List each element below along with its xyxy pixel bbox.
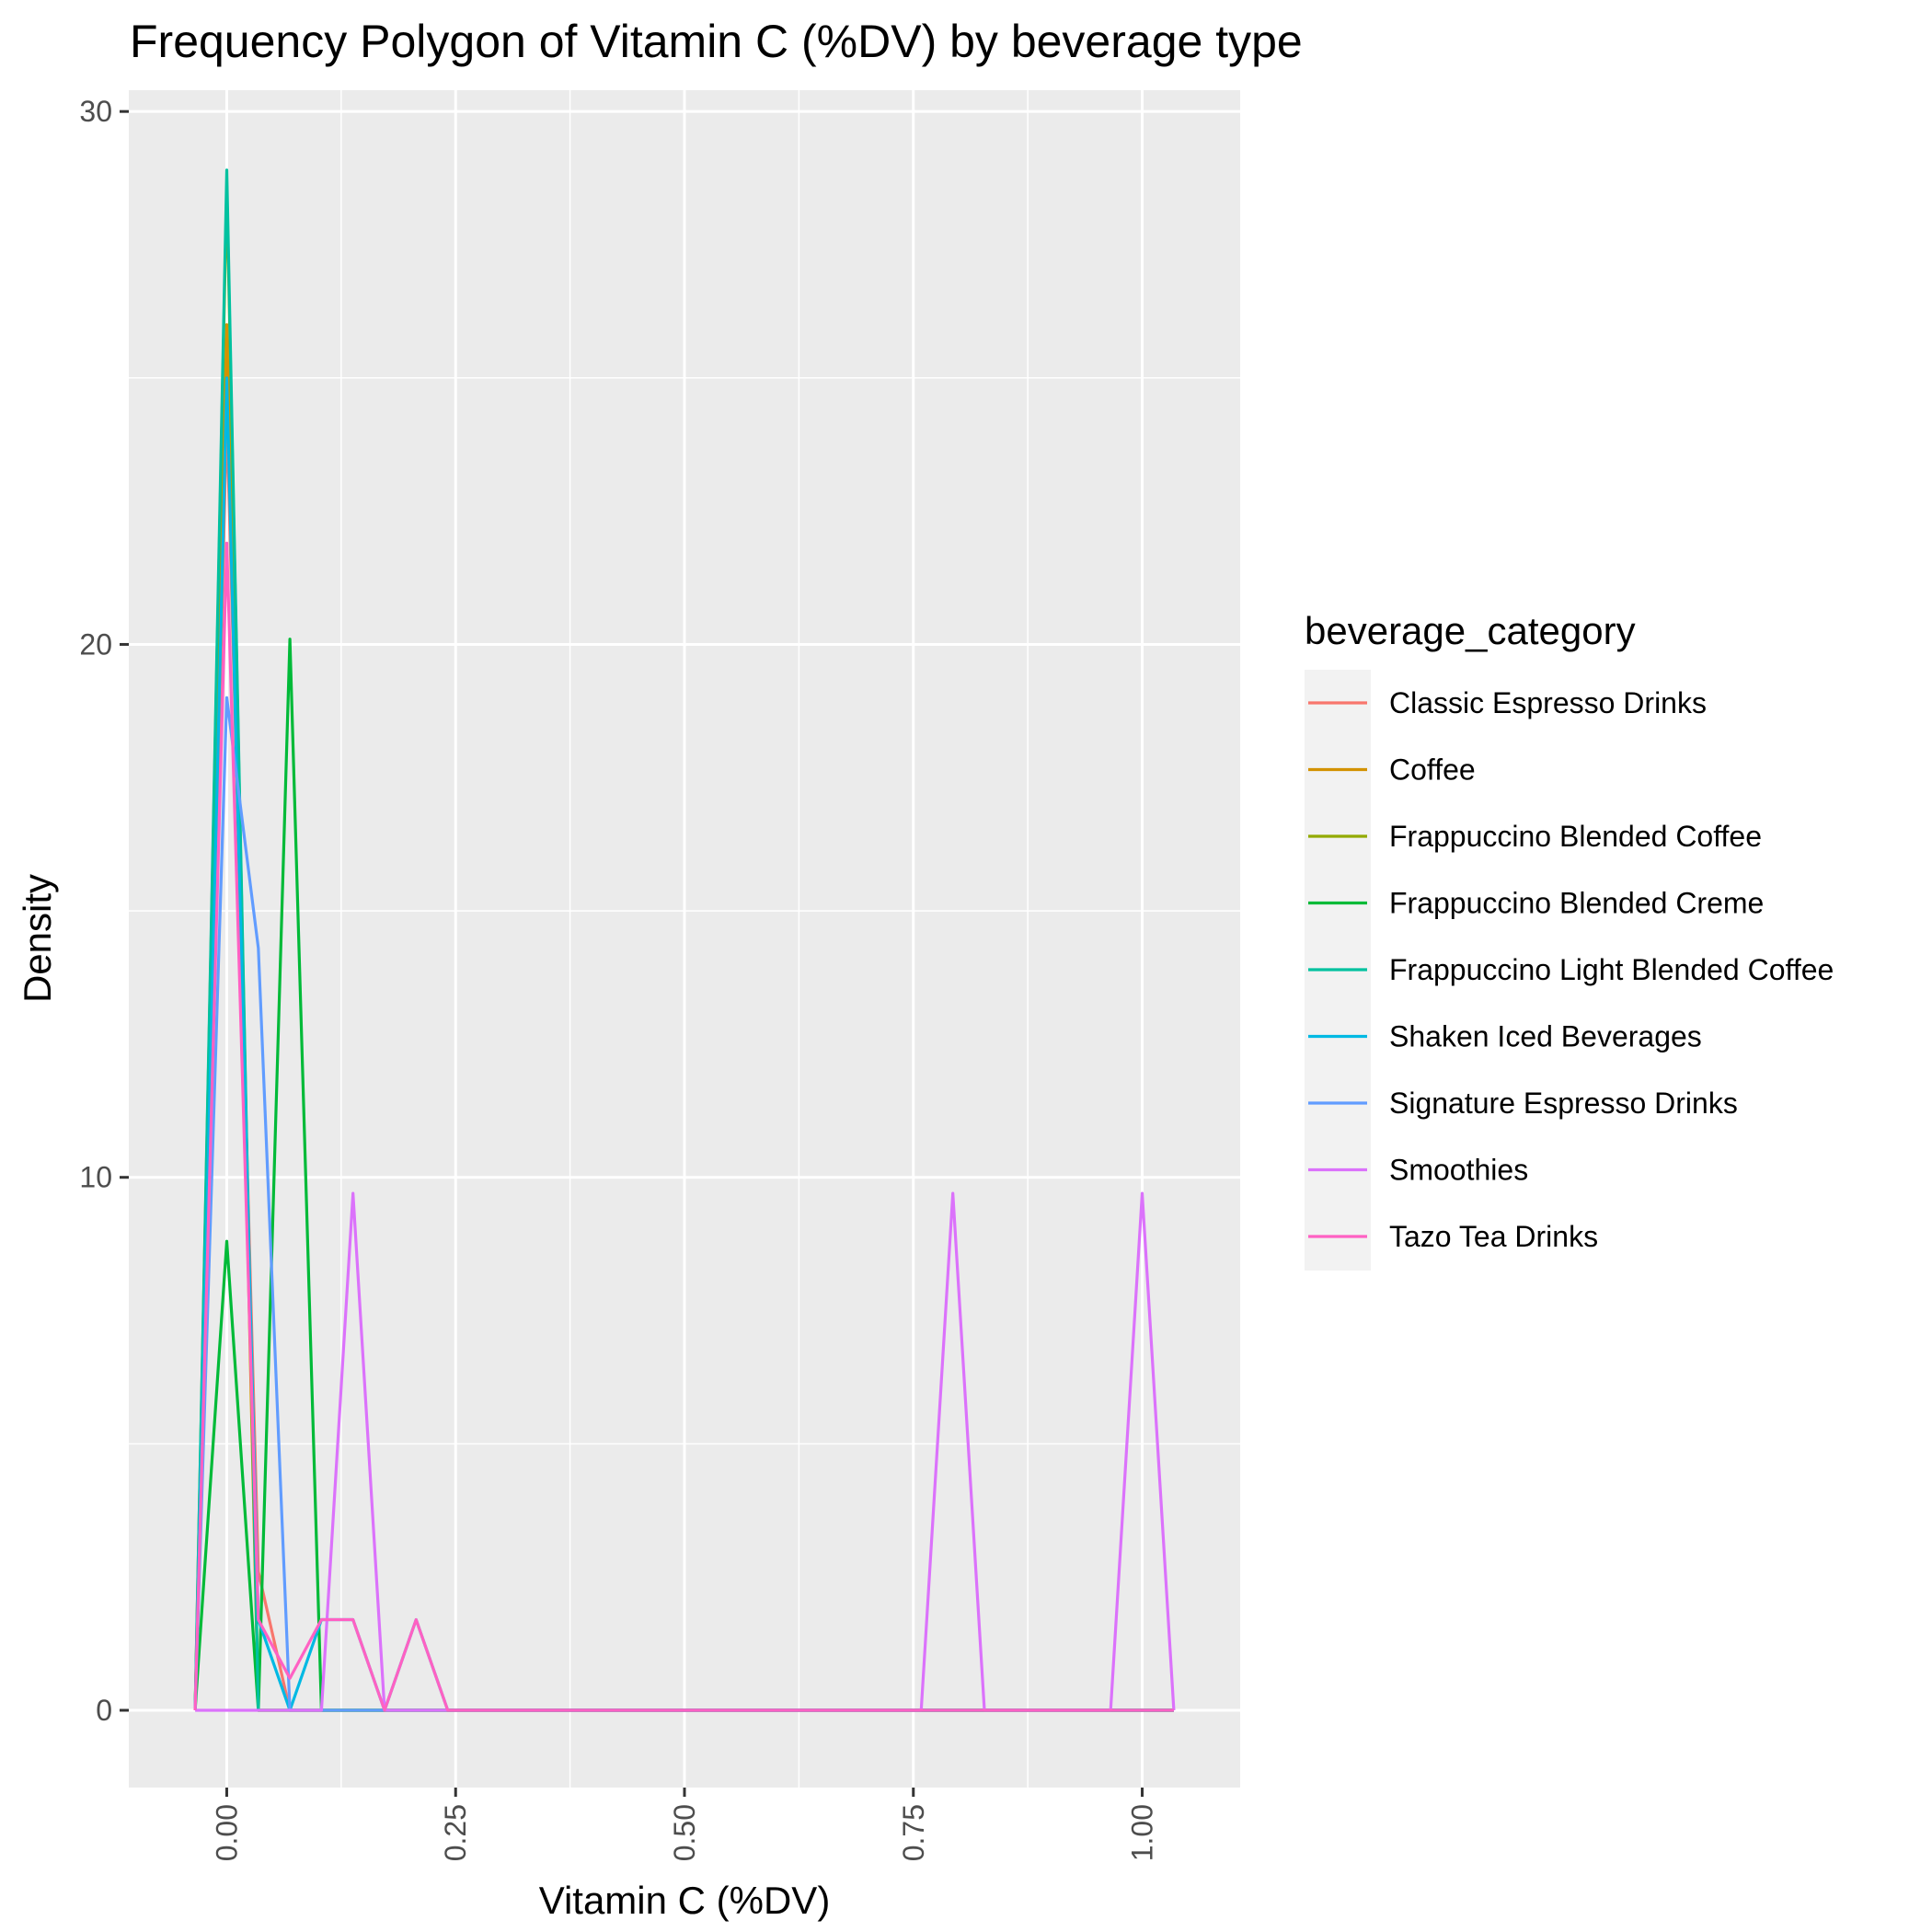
x-axis-title: Vitamin C (%DV) [539,1879,831,1922]
chart-title: Frequency Polygon of Vitamin C (%DV) by … [130,16,1303,67]
y-tick-label: 10 [79,1161,112,1194]
legend-label: Frappuccino Light Blended Coffee [1389,953,1834,986]
legend-label: Classic Espresso Drinks [1389,686,1707,719]
y-tick-label: 20 [79,627,112,661]
legend: beverage_category Classic Espresso Drink… [1305,609,1834,1271]
x-tick-label: 0.25 [439,1804,472,1861]
series-line [193,541,1174,1712]
y-axis-title: Density [16,874,59,1003]
legend-label: Frappuccino Blended Coffee [1389,820,1762,853]
x-tick-label: 0.75 [897,1804,930,1861]
x-tick-label: 0.00 [210,1804,243,1861]
legend-label: Signature Espresso Drinks [1389,1087,1738,1120]
y-tick-label: 30 [79,95,112,128]
legend-label: Frappuccino Blended Creme [1389,887,1764,920]
y-tick-label: 0 [96,1694,112,1727]
legend-label: Shaken Iced Beverages [1389,1020,1702,1053]
legend-label: Tazo Tea Drinks [1389,1220,1598,1253]
legend-label: Coffee [1389,753,1476,787]
x-axis: 0.00 0.25 0.50 0.75 1.00 [210,1788,1159,1861]
legend-label: Smoothies [1389,1154,1528,1187]
series-lines [193,168,1176,1712]
x-tick-label: 0.50 [668,1804,701,1861]
y-axis: 0 10 20 30 [79,95,129,1727]
legend-title: beverage_category [1305,609,1636,652]
x-tick-label: 1.00 [1126,1804,1159,1861]
